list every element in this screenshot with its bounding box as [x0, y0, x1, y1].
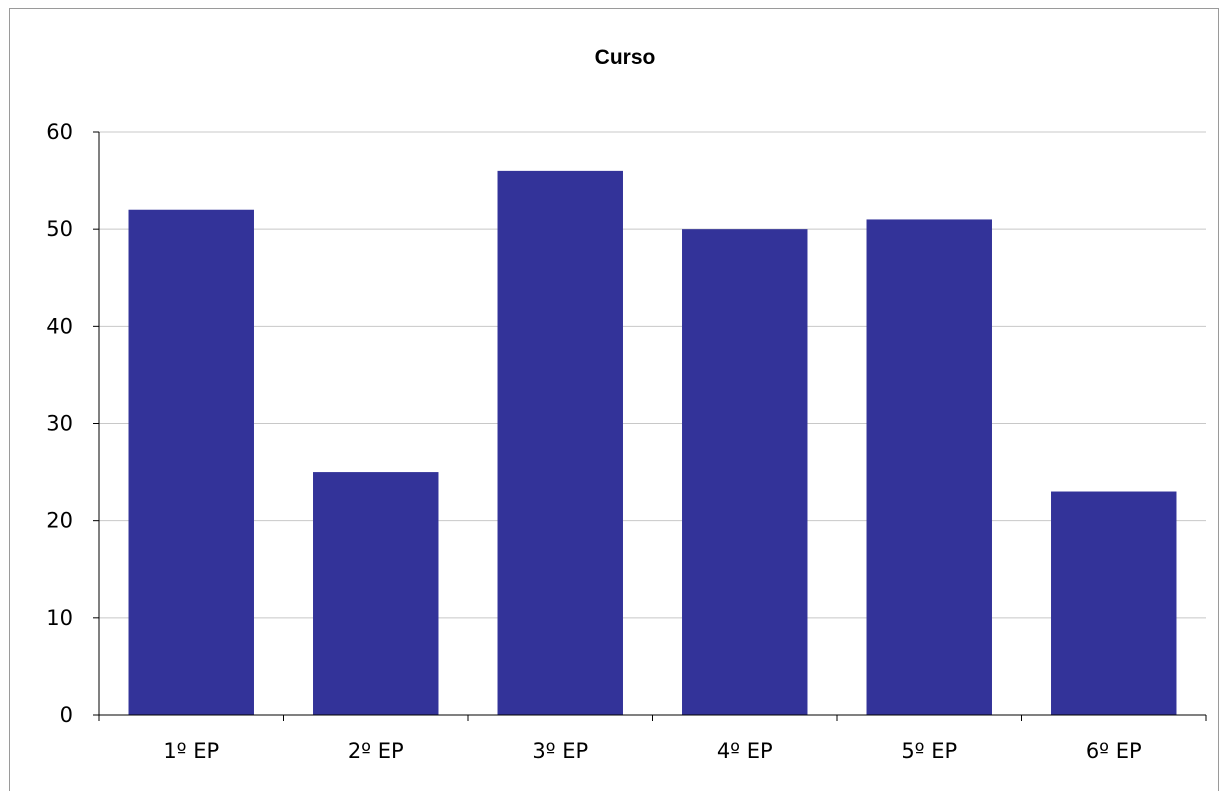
y-tick-labels: 0 10 20 30 40 50 60	[46, 120, 73, 727]
y-tick-label: 30	[46, 412, 73, 436]
y-tick-label: 40	[46, 314, 73, 338]
x-tick-label: 6º EP	[1086, 739, 1142, 763]
x-tick-label: 2º EP	[348, 739, 404, 763]
x-tick-labels: 1º EP 2º EP 3º EP 4º EP 5º EP 6º EP	[163, 739, 1141, 763]
y-tick-label: 0	[60, 703, 73, 727]
bar	[1051, 491, 1177, 715]
bar	[128, 209, 254, 715]
x-tick-label: 1º EP	[163, 739, 219, 763]
axes	[93, 131, 1207, 721]
x-tick-label: 3º EP	[532, 739, 588, 763]
bar	[866, 219, 992, 715]
chart-title: Curso	[595, 46, 656, 69]
y-tick-label: 60	[46, 120, 73, 144]
x-tick-label: 5º EP	[901, 739, 957, 763]
bars	[128, 170, 1177, 715]
y-tick-label: 20	[46, 509, 73, 533]
y-tick-label: 50	[46, 217, 73, 241]
y-tick-label: 10	[46, 606, 73, 630]
bar	[682, 229, 808, 715]
gridlines	[99, 131, 1206, 619]
bar	[313, 472, 439, 715]
bar	[497, 170, 623, 715]
x-tick-label: 4º EP	[717, 739, 773, 763]
